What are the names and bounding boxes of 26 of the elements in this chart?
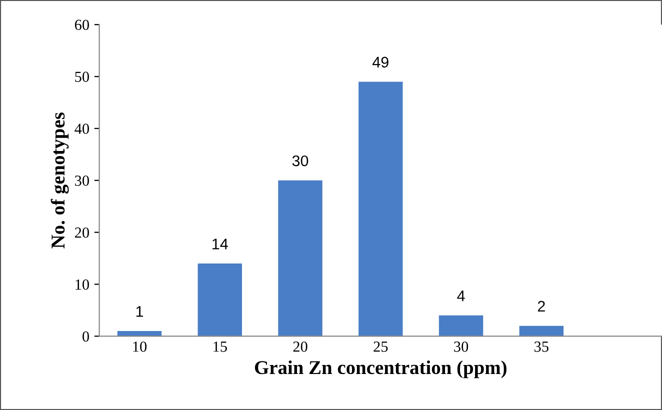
x-tick-label: 20	[293, 342, 308, 352]
y-tick-label: 50	[75, 72, 89, 82]
x-tick-label: 35	[534, 342, 548, 352]
y-tick-label: 10	[76, 279, 89, 290]
data-label: 30	[292, 155, 308, 166]
data-label: 4	[457, 290, 465, 302]
bar	[358, 82, 403, 336]
y-tick-label: 20	[74, 227, 89, 238]
y-tick-label: 30	[75, 176, 89, 186]
data-label: 1	[136, 306, 143, 317]
x-tick-label: 25	[374, 342, 388, 352]
y-axis-title: No. of genotypes	[50, 112, 69, 248]
y-tick-label: 0	[82, 331, 89, 342]
data-label: 14	[212, 238, 228, 250]
data-label: 2	[538, 300, 545, 312]
data-label: 49	[372, 56, 388, 68]
x-tick-label: 10	[133, 342, 147, 352]
y-tick-label: 40	[74, 124, 89, 134]
x-axis-title: Grain Zn concentration (ppm)	[254, 360, 506, 378]
bar	[519, 326, 564, 336]
bar	[278, 180, 322, 336]
x-tick-label: 15	[214, 342, 227, 352]
bar	[438, 315, 484, 336]
bar	[198, 263, 242, 336]
x-tick-label: 30	[454, 342, 468, 352]
y-tick-label: 60	[74, 20, 89, 30]
